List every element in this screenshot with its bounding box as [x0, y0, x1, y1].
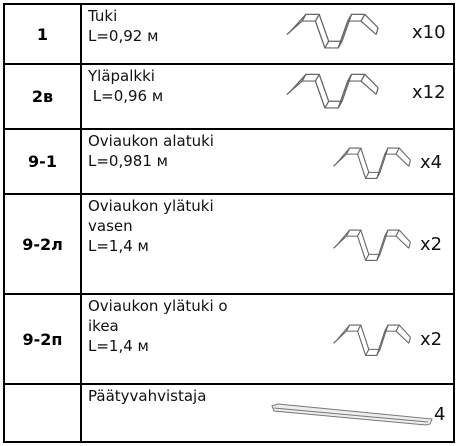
table-row: Päätyvahvistaja 4: [3, 383, 455, 443]
quantity: x12: [412, 82, 446, 103]
description-line: ikea: [88, 317, 119, 335]
description-cell: Yläpalkki L=0,96 м x12: [80, 63, 455, 130]
profile-icon: [333, 324, 411, 356]
rod-icon: [271, 403, 433, 426]
quantity: x10: [412, 22, 446, 43]
profile-icon: [286, 13, 379, 49]
table-row: 1 Tuki L=0,92 м x10: [3, 3, 455, 65]
table-row: 9-1 Oviaukon alatuki L=0,981 м x4: [3, 128, 455, 195]
code-cell: 2в: [3, 63, 82, 130]
quantity: x2: [420, 234, 443, 255]
profile-icon: [333, 147, 411, 179]
description-cell: Tuki L=0,92 м x10: [80, 3, 455, 65]
code-cell: 1: [3, 3, 82, 65]
description-line: L=0,981 м: [88, 152, 168, 170]
description-line: Oviaukon alatuki: [88, 132, 214, 150]
description-line: Tuki: [88, 7, 118, 25]
description-line: Yläpalkki: [88, 67, 155, 85]
description-line: L=0,92 м: [88, 27, 159, 45]
code-cell: 9-2л: [3, 193, 82, 295]
table-row: 9-2п Oviaukon ylätuki o ikea L=1,4 м x2: [3, 293, 455, 385]
description-line: Päätyvahvistaja: [88, 387, 207, 405]
description-line: Oviaukon ylätuki o: [88, 297, 228, 315]
description-line: L=1,4 м: [88, 237, 149, 255]
description-cell: Päätyvahvistaja 4: [80, 383, 455, 443]
table-row: 2в Yläpalkki L=0,96 м x12: [3, 63, 455, 130]
description-cell: Oviaukon alatuki L=0,981 м x4: [80, 128, 455, 195]
code-cell: 9-2п: [3, 293, 82, 385]
description-line: L=0,96 м: [88, 87, 164, 105]
quantity: x4: [420, 151, 443, 173]
parts-table: 1 Tuki L=0,92 м x10 2в Yläpalkki L=0,96 м x12 9…: [3, 3, 455, 443]
code-cell: 9-1: [3, 128, 82, 195]
code-cell: [3, 383, 82, 443]
description-line: vasen: [88, 217, 133, 235]
description-cell: Oviaukon ylätuki vasen L=1,4 м x2: [80, 193, 455, 295]
profile-icon: [333, 229, 411, 261]
quantity: 4: [434, 404, 446, 425]
description-cell: Oviaukon ylätuki o ikea L=1,4 м x2: [80, 293, 455, 385]
profile-icon: [286, 73, 379, 109]
quantity: x2: [420, 329, 443, 350]
description-line: Oviaukon ylätuki: [88, 197, 214, 215]
description-line: L=1,4 м: [88, 337, 149, 355]
table-row: 9-2л Oviaukon ylätuki vasen L=1,4 м x2: [3, 193, 455, 295]
